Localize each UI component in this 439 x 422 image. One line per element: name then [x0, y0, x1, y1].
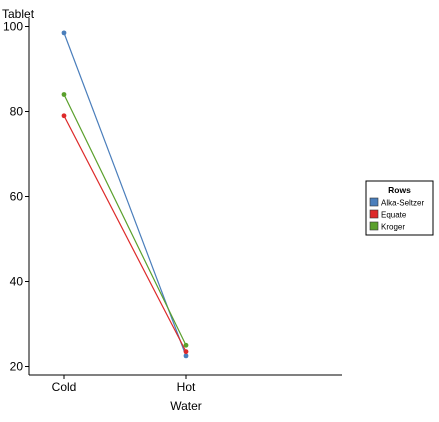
axes [25, 18, 342, 379]
x-axis-title: Water [170, 399, 202, 413]
series-lines [61, 30, 189, 359]
legend-entry-label: Alka-Seltzer [381, 199, 424, 208]
legend-entry-label: Kroger [381, 223, 405, 232]
y-tick-label: 60 [10, 190, 24, 204]
y-tick-label: 100 [3, 20, 23, 34]
series-line-alka-seltzer [63, 32, 187, 357]
x-tick-label: Hot [177, 380, 196, 394]
legend-swatch [369, 221, 379, 231]
legend-swatch [369, 197, 379, 207]
data-point [183, 353, 189, 359]
y-tick-label: 80 [10, 105, 24, 119]
series-line-kroger [63, 94, 187, 346]
legend: Rows Alka-Seltzer Equate Kroger [365, 180, 434, 236]
legend-swatch [369, 209, 379, 219]
legend-title: Rows [388, 185, 411, 195]
tick-labels: 20 40 60 80 100 Cold Hot [3, 20, 196, 395]
y-axis-title: Tablet [2, 7, 35, 21]
x-tick-label: Cold [52, 380, 77, 394]
data-point [61, 92, 67, 97]
y-tick-label: 20 [10, 360, 24, 374]
legend-entry-label: Equate [381, 211, 407, 220]
data-point [61, 113, 67, 119]
y-tick-label: 40 [10, 275, 24, 289]
data-point [61, 30, 67, 36]
series-line-equate [63, 115, 187, 352]
data-point [183, 342, 189, 348]
data-point [183, 349, 189, 355]
